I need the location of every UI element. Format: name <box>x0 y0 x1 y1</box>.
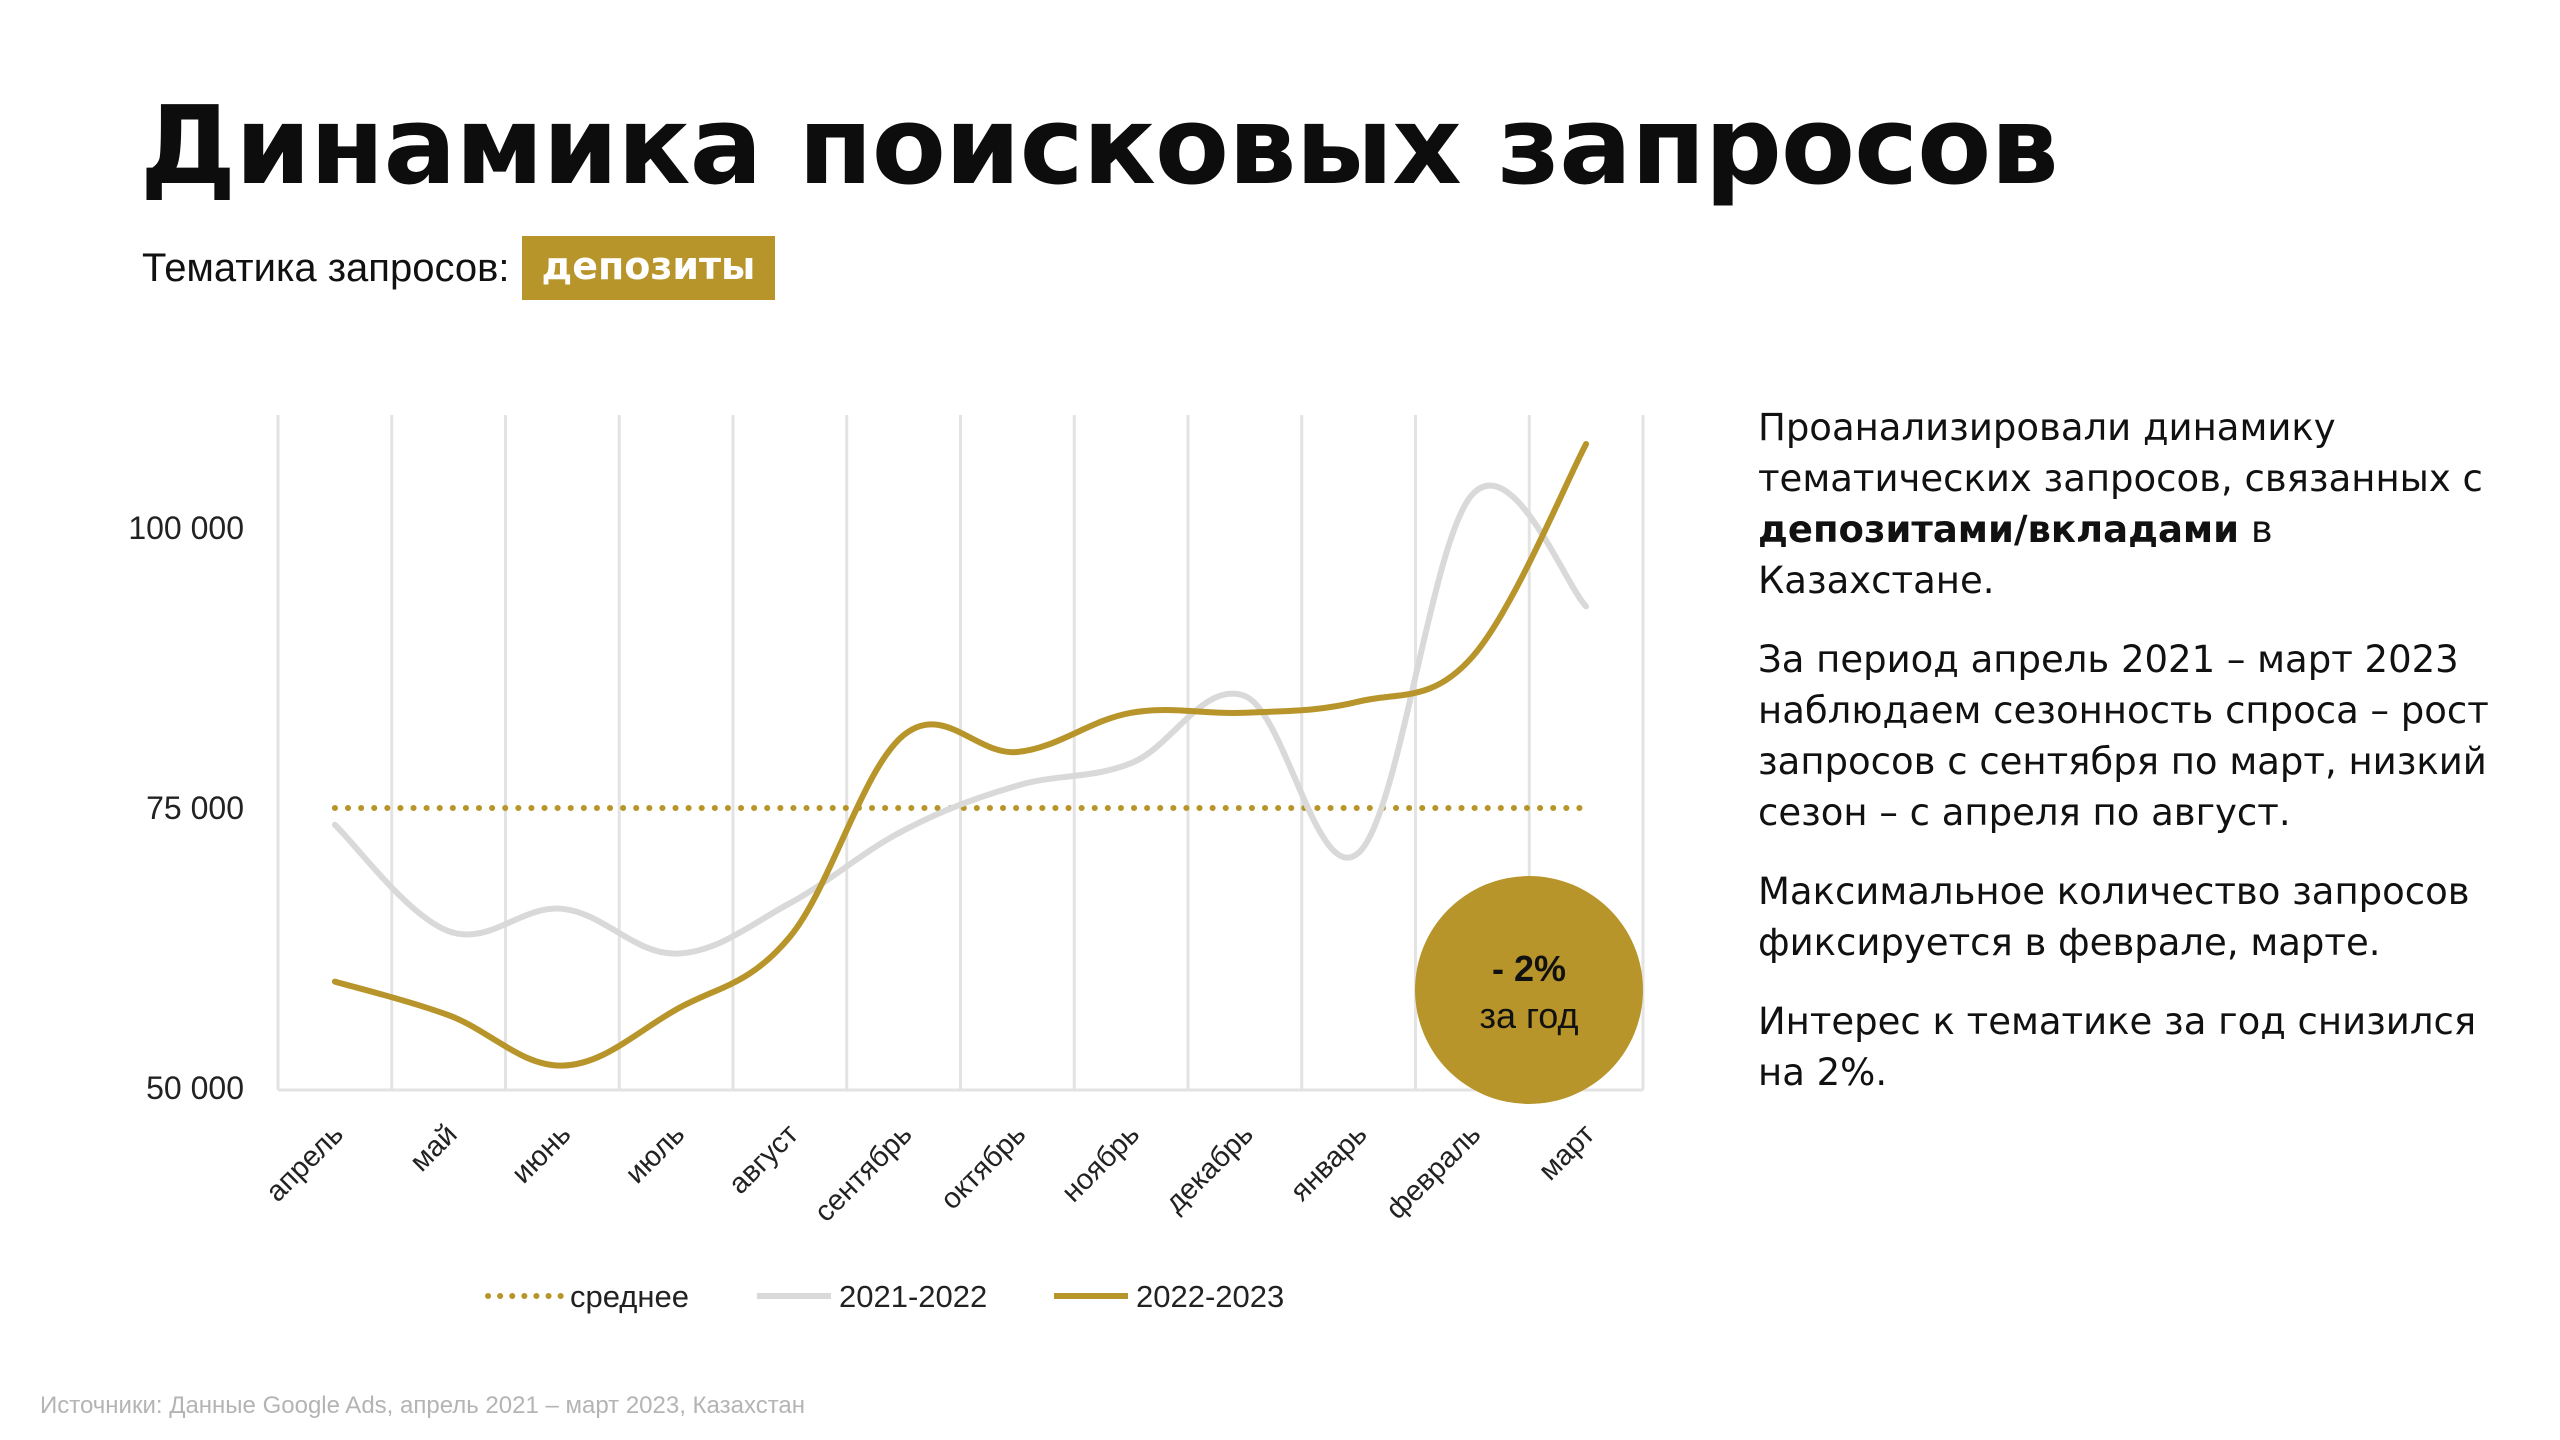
change-bubble-label: за год <box>1479 995 1578 1036</box>
x-tick-label: август <box>723 1118 805 1200</box>
x-tick-label: декабрь <box>1159 1118 1260 1219</box>
paragraph-analysis-bold: депозитами/вкладами <box>1758 508 2240 551</box>
paragraph-seasonality: За период апрель 2021 – март 2023 наблюд… <box>1758 638 2489 834</box>
x-tick-label: февраль <box>1380 1118 1487 1225</box>
paragraph-peak: Максимальное количество запросов фиксиру… <box>1758 870 2470 964</box>
legend-label: 2021-2022 <box>839 1279 987 1314</box>
series-layer <box>331 441 1590 1069</box>
change-bubble-value: - 2% <box>1492 948 1566 989</box>
x-tick-label: май <box>404 1118 464 1178</box>
x-tick-label: ноябрь <box>1056 1118 1146 1208</box>
change-bubble: - 2% за год <box>1415 876 1643 1104</box>
page-title: Динамика поисковых запросов <box>140 84 2059 209</box>
paragraph-change: Интерес к тематике за год снизился на 2%… <box>1758 1000 2477 1094</box>
x-tick-label: июль <box>619 1118 691 1190</box>
label-layer: апрель май июнь июль август сентябрь октябрь но… <box>260 1118 1601 1228</box>
x-tick-label: сентябрь <box>809 1118 919 1228</box>
topic-row: Тематика запросов: депозиты <box>142 236 776 300</box>
x-tick-label: июнь <box>506 1118 577 1189</box>
y-tick-label: 100 000 <box>128 510 244 546</box>
legend-label: 2022-2023 <box>1136 1279 1284 1314</box>
paragraph-analysis-pre: Проанализировали динамику тематических з… <box>1758 406 2483 500</box>
grid-layer <box>276 415 1645 1090</box>
axis-layer: 50 000 75 000 100 000 <box>128 510 1643 1106</box>
topic-badge: депозиты <box>521 236 776 300</box>
line-chart: 50 000 75 000 100 000 апрель май июнь июль авг… <box>128 415 1645 1314</box>
description-panel: Проанализировали динамику тематических з… <box>1758 402 2498 1126</box>
x-tick-label: январь <box>1284 1118 1373 1207</box>
series-line-2022-2023 <box>331 441 1590 1069</box>
paragraph-analysis-post: в Казахстане. <box>1758 508 2273 602</box>
change-bubble-circle <box>1415 876 1643 1104</box>
legend-label: среднее <box>570 1279 689 1314</box>
source-note: Источники: Данные Google Ads, апрель 202… <box>40 1392 806 1419</box>
series-line-2021-2022 <box>331 482 1590 957</box>
x-tick-label: октябрь <box>935 1118 1033 1216</box>
y-tick-label: 75 000 <box>146 790 244 826</box>
legend: среднее 2021-2022 2022-2023 <box>485 1279 1284 1314</box>
paragraph-analysis: Проанализировали динамику тематических з… <box>1758 402 2498 606</box>
y-tick-label: 50 000 <box>146 1070 244 1106</box>
topic-label: Тематика запросов: <box>142 245 510 290</box>
x-tick-label: март <box>1533 1118 1601 1186</box>
x-tick-label: апрель <box>260 1118 350 1208</box>
